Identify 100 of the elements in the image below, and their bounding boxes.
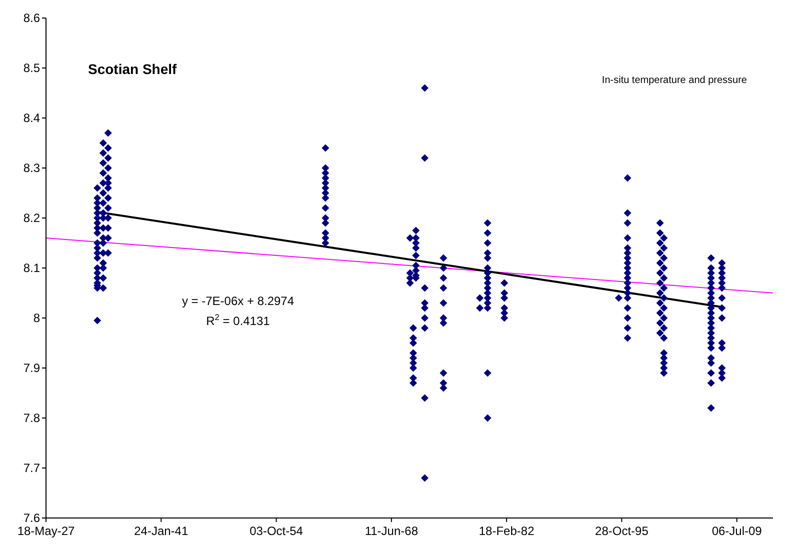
point: [624, 304, 632, 312]
point: [614, 294, 622, 302]
point: [656, 329, 664, 337]
point: [624, 219, 632, 227]
point: [99, 284, 107, 292]
y-tick-label: 7.7: [23, 461, 40, 476]
point: [412, 226, 420, 234]
point: [660, 334, 668, 342]
point: [104, 144, 112, 152]
point: [476, 294, 484, 302]
x-tick-label: 24-Jan-41: [134, 524, 188, 538]
point: [656, 279, 664, 287]
point: [624, 334, 632, 342]
point: [707, 379, 715, 387]
point: [660, 284, 668, 292]
point: [484, 219, 492, 227]
point: [420, 154, 429, 162]
y-tick-label: 8.5: [23, 61, 40, 76]
point: [476, 304, 484, 312]
point: [707, 404, 715, 412]
point: [707, 369, 715, 377]
point: [409, 324, 418, 332]
point: [94, 184, 102, 192]
y-tick-label: 7.9: [23, 361, 40, 376]
point: [660, 244, 668, 252]
point: [99, 149, 107, 157]
y-tick-label: 8: [33, 311, 40, 326]
x-tick-label: 03-Oct-54: [250, 524, 304, 538]
point: [660, 274, 668, 282]
point: [104, 194, 112, 202]
point: [660, 324, 668, 332]
point: [420, 324, 429, 332]
x-tick-label: 28-Oct-95: [595, 524, 649, 538]
point: [660, 314, 668, 322]
point: [104, 129, 112, 137]
point: [624, 234, 632, 242]
point: [99, 274, 107, 282]
point: [412, 252, 420, 260]
point: [420, 394, 429, 402]
x-tick-label: 18-May-27: [17, 524, 76, 538]
point: [420, 84, 429, 92]
point: [484, 239, 492, 247]
point: [440, 264, 448, 272]
y-tick-label: 7.8: [23, 411, 40, 426]
point: [420, 314, 429, 322]
point: [322, 144, 330, 152]
y-tick-label: 8.1: [23, 261, 40, 276]
point: [718, 294, 726, 302]
point: [484, 229, 492, 237]
point: [656, 309, 664, 317]
point: [656, 239, 664, 247]
point: [656, 229, 664, 237]
point: [656, 249, 664, 257]
point: [660, 264, 668, 272]
point: [484, 414, 492, 422]
point: [718, 304, 726, 312]
point: [656, 269, 664, 277]
point: [406, 234, 414, 242]
point: [99, 169, 107, 177]
point: [656, 289, 664, 297]
point: [99, 139, 107, 147]
x-tick-label: 06-Jul-09: [712, 524, 762, 538]
annotation: y = -7E-06x + 8.2974: [182, 294, 294, 308]
x-tick-label: 11-Jun-68: [364, 524, 418, 538]
x-tick-label: 18-Feb-82: [478, 524, 535, 538]
point: [484, 369, 492, 377]
point: [624, 314, 632, 322]
point: [656, 299, 664, 307]
text: Scotian Shelf: [88, 61, 178, 77]
point: [656, 219, 664, 227]
y-tick-label: 8.4: [23, 111, 40, 126]
point: [440, 284, 448, 292]
point: [624, 324, 632, 332]
point: [660, 304, 668, 312]
point: [99, 159, 107, 167]
point: [440, 369, 448, 377]
annotation: In-situ temperature and pressure: [602, 75, 748, 86]
point: [104, 204, 112, 212]
point: [104, 154, 112, 162]
y-tick-label: 8.6: [23, 11, 40, 26]
y-tick-label: 7.6: [23, 511, 40, 526]
point: [420, 284, 429, 292]
point: [656, 259, 664, 267]
point: [718, 314, 726, 322]
point: [660, 254, 668, 262]
point: [624, 209, 632, 217]
point: [624, 174, 632, 182]
point: [440, 299, 448, 307]
point: [656, 319, 664, 327]
y-tick-label: 8.2: [23, 211, 40, 226]
point: [104, 164, 112, 172]
point: [99, 199, 107, 207]
point: [94, 316, 102, 324]
point: [440, 254, 448, 262]
point: [420, 474, 429, 482]
point: [660, 294, 668, 302]
point: [322, 204, 330, 212]
point: [707, 254, 715, 262]
point: [440, 274, 448, 282]
point: [99, 189, 107, 197]
